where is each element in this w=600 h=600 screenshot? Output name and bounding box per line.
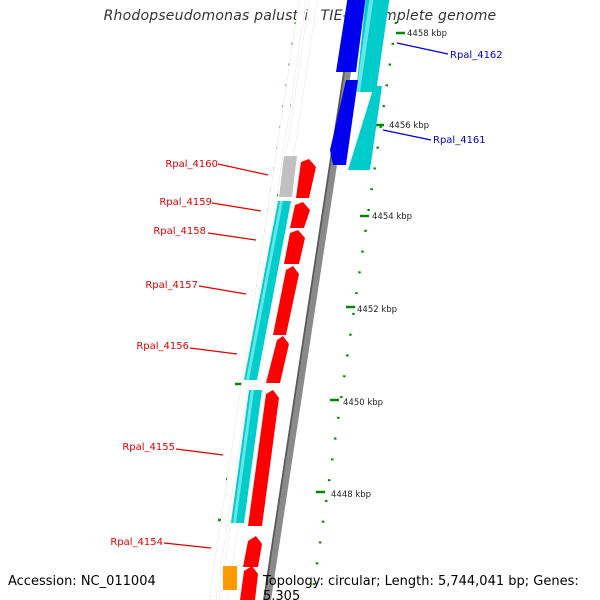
label-lines bbox=[163, 42, 449, 549]
scale-label: 4450 kbp bbox=[343, 398, 383, 408]
scale-label-group: 4458 kbp 4456 kbp 4454 kbp 4452 kbp 4450… bbox=[331, 29, 447, 500]
gene-label-rpal-4156[interactable]: Rpal_4156 bbox=[136, 341, 189, 352]
accession-text: Accession: NC_011004 bbox=[8, 574, 156, 589]
scale-label: 4448 kbp bbox=[331, 490, 371, 500]
cds-bands bbox=[231, 201, 291, 523]
scale-label: 4456 kbp bbox=[389, 121, 429, 131]
gene-label-rpal-4158[interactable]: Rpal_4158 bbox=[153, 226, 206, 237]
gene-label-rpal-4162[interactable]: Rpal_4162 bbox=[450, 50, 503, 61]
gene-label-rpal-4157[interactable]: Rpal_4157 bbox=[145, 280, 198, 291]
topology-text: Topology: circular; Length: 5,744,041 bp… bbox=[263, 574, 579, 600]
gene-rpal-4160[interactable] bbox=[279, 156, 297, 197]
gene-label-rpal-4154[interactable]: Rpal_4154 bbox=[110, 537, 163, 548]
scale-label: 4458 kbp bbox=[407, 29, 447, 39]
gene-label-group: Rpal_4160 Rpal_4159 Rpal_4158 Rpal_4157 … bbox=[110, 50, 502, 548]
gene-rpal-4156[interactable] bbox=[266, 336, 289, 383]
scale-label: 4454 kbp bbox=[372, 212, 412, 222]
gene-label-rpal-4160[interactable]: Rpal_4160 bbox=[165, 159, 218, 170]
gene-rpal-4158[interactable] bbox=[284, 230, 305, 264]
scale-label: 4452 kbp bbox=[357, 305, 397, 315]
gene-label-rpal-4161[interactable]: Rpal_4161 bbox=[433, 135, 486, 146]
gene-rpal-4155[interactable] bbox=[248, 390, 279, 526]
gene-rpal-4159[interactable] bbox=[296, 159, 316, 198]
gene-other[interactable] bbox=[223, 566, 237, 590]
gene-rpal-4158-a[interactable] bbox=[290, 202, 310, 228]
right-strand-features bbox=[330, 0, 390, 170]
gene-label-rpal-4155[interactable]: Rpal_4155 bbox=[122, 442, 175, 453]
gene-rpal-4154[interactable] bbox=[243, 536, 262, 567]
gene-rpal-4157[interactable] bbox=[273, 266, 299, 335]
gene-features bbox=[223, 156, 316, 600]
gene-label-rpal-4159[interactable]: Rpal_4159 bbox=[159, 197, 212, 208]
gene-rpal-4153[interactable] bbox=[240, 566, 258, 600]
